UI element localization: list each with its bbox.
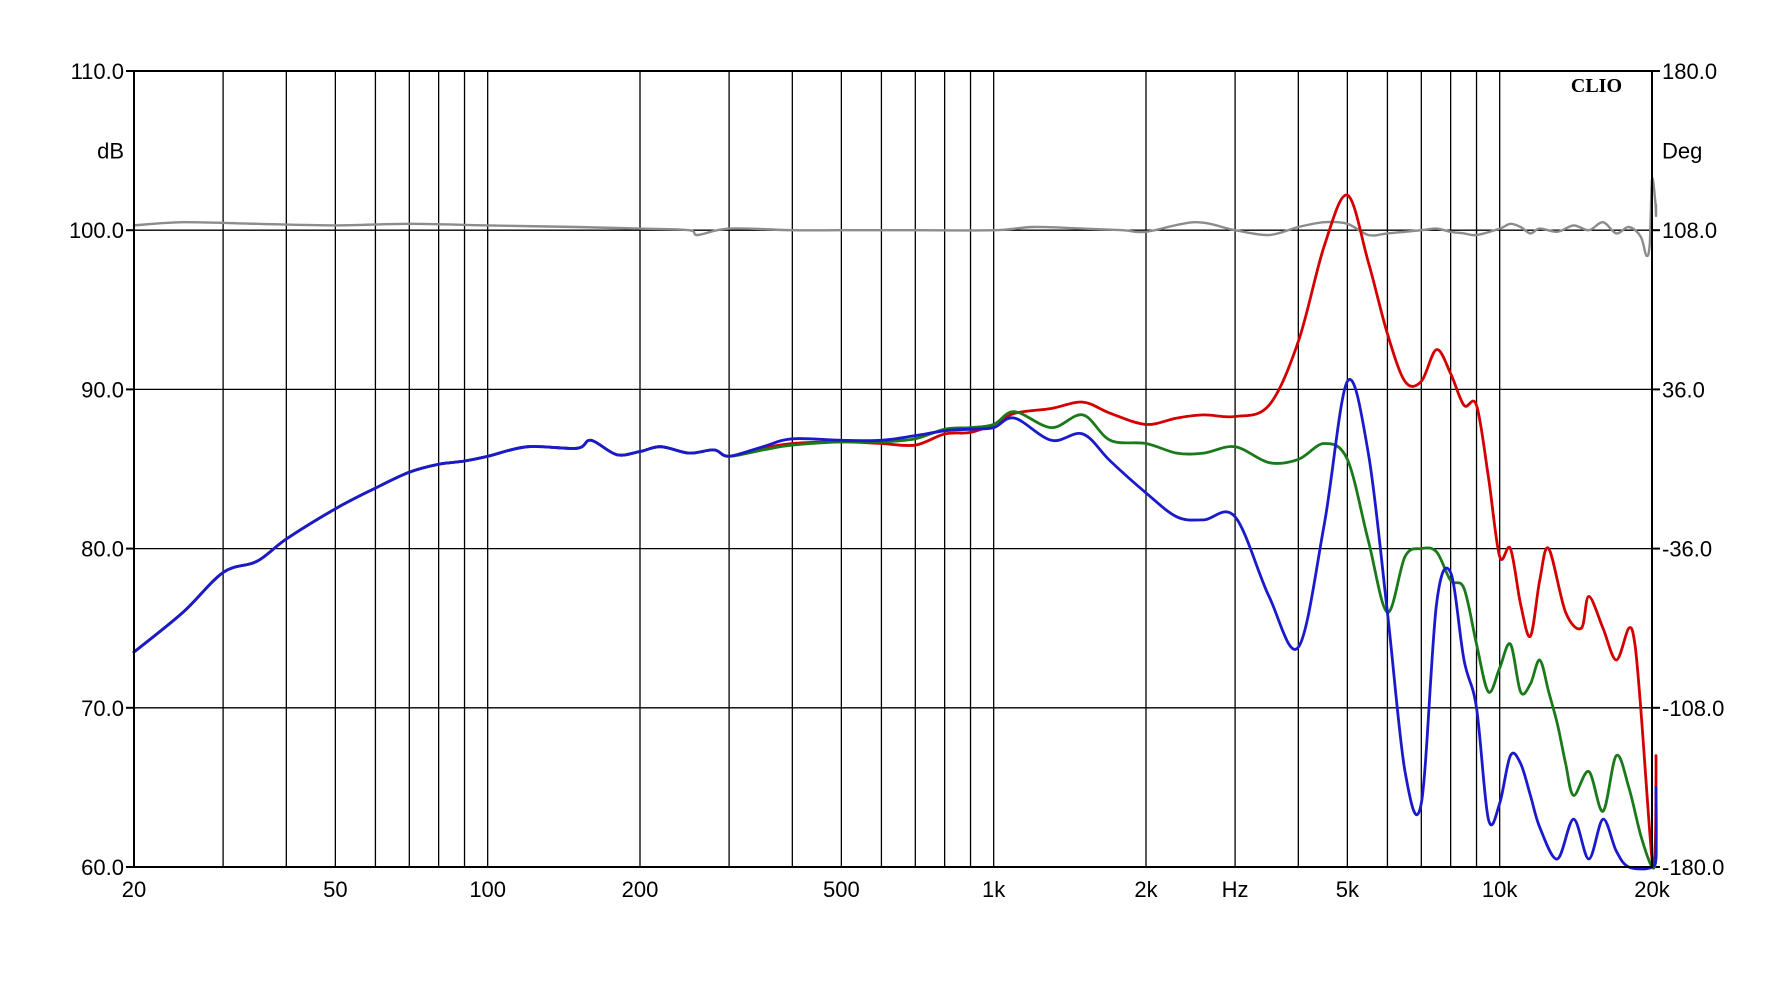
y2-axis-label: Deg xyxy=(1662,139,1702,164)
y-tick-label: 90.0 xyxy=(81,377,124,402)
y2-tick-label: -180.0 xyxy=(1662,855,1724,880)
series-line-3 xyxy=(132,378,1658,871)
y2-tick-label: 36.0 xyxy=(1662,377,1705,402)
x-tick-label: 2k xyxy=(1134,877,1158,902)
x-tick-label: 500 xyxy=(823,877,860,902)
y2-tick-label: 180.0 xyxy=(1662,59,1717,84)
y-tick-labels: 110.0 100.0 90.0 80.0 70.0 60.0 xyxy=(69,59,124,880)
x-tick-labels: 20 50 100 200 500 1k 2k Hz 5k 10k 20k xyxy=(122,877,1671,902)
y-tick-label: 100.0 xyxy=(69,218,124,243)
x-tick-label: 10k xyxy=(1482,877,1518,902)
y2-tick-label: -108.0 xyxy=(1662,696,1724,721)
y-axis-label: dB xyxy=(97,139,124,164)
x-tick-label: Hz xyxy=(1222,877,1249,902)
y-tick-label: 110.0 xyxy=(71,59,124,84)
x-tick-label: 1k xyxy=(982,877,1006,902)
x-tick-label: 20k xyxy=(1634,877,1670,902)
x-tick-label: 50 xyxy=(323,877,347,902)
x-tick-label: 100 xyxy=(469,877,506,902)
x-tick-label: 200 xyxy=(622,877,659,902)
vertical-gridlines xyxy=(133,71,1653,867)
traces xyxy=(132,176,1658,871)
y2-tick-labels: 180.0 108.0 36.0 -36.0 -108.0 -180.0 xyxy=(1662,59,1724,880)
y-tick-label: 80.0 xyxy=(81,537,124,562)
y-tick-label: 60.0 xyxy=(81,855,124,880)
y2-tick-label: -36.0 xyxy=(1662,537,1712,562)
y2-tick-label: 108.0 xyxy=(1662,218,1717,243)
series-line-0 xyxy=(132,176,1658,258)
clio-logo-text: CLIO xyxy=(1571,75,1622,97)
x-tick-label: 5k xyxy=(1336,877,1360,902)
y-tick-label: 70.0 xyxy=(81,696,124,721)
x-tick-label: 20 xyxy=(122,877,146,902)
plot-frame xyxy=(133,70,1653,868)
